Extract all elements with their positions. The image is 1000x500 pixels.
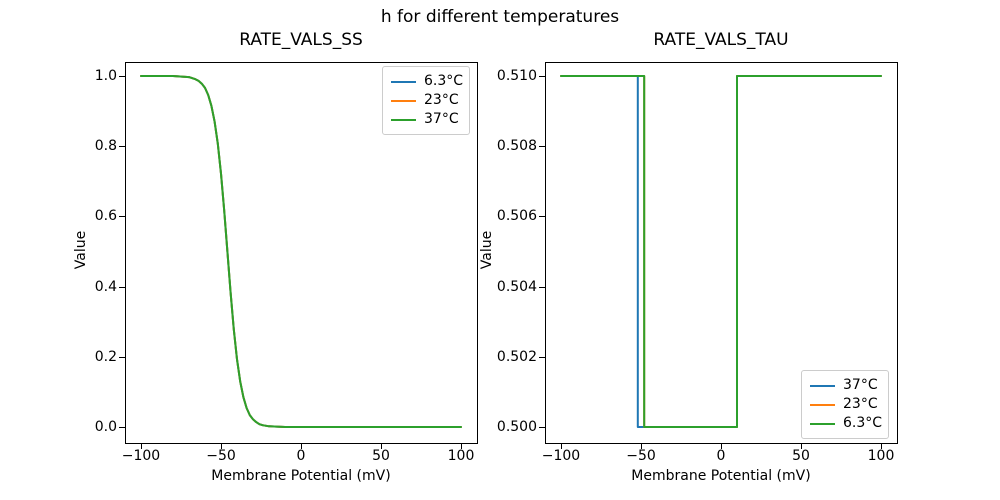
y-tick-label: 0.510 — [496, 68, 537, 84]
left-chart-xlabel: Membrane Potential (mV) — [211, 468, 391, 484]
left-chart-title: RATE_VALS_SS — [239, 30, 363, 50]
x-tick-label: −100 — [121, 448, 161, 464]
series-line-6.3C — [560, 75, 882, 428]
legend-left-chart: 6.3°C 23°C 37°C — [382, 66, 470, 135]
x-tick-label: −100 — [541, 448, 581, 464]
legend-entry: 37°C — [810, 376, 880, 395]
x-tick-label: −50 — [206, 448, 236, 464]
y-tick-label: 0.0 — [94, 419, 117, 435]
legend-entry: 23°C — [810, 395, 880, 414]
y-tick-label: 0.500 — [496, 419, 537, 435]
legend-line-swatch — [391, 99, 416, 102]
x-tick-label: 0 — [716, 448, 726, 464]
legend-entry: 6.3°C — [391, 72, 464, 91]
legend-label: 6.3°C — [843, 415, 883, 431]
x-tick-label: 0 — [296, 448, 306, 464]
y-tick-label: 0.504 — [496, 278, 537, 295]
legend-line-swatch — [391, 118, 416, 121]
x-tick-label: 50 — [792, 448, 810, 464]
legend-label: 23°C — [843, 396, 878, 412]
legend-line-swatch — [810, 422, 835, 425]
legend-entry: 23°C — [391, 91, 461, 110]
figure-suptitle: h for different temperatures — [380, 7, 620, 27]
legend-label: 6.3°C — [424, 73, 464, 89]
legend-label: 37°C — [424, 111, 459, 127]
legend-entry: 37°C — [391, 110, 461, 129]
legend-label: 37°C — [843, 377, 878, 393]
y-tick-label: 1.0 — [94, 68, 117, 84]
y-tick-label: 0.8 — [94, 138, 117, 155]
legend-line-swatch — [391, 80, 416, 83]
legend-line-swatch — [810, 384, 835, 387]
legend-line-swatch — [810, 403, 835, 406]
x-tick-label: −50 — [626, 448, 656, 464]
x-tick-label: 100 — [447, 448, 475, 464]
series-line-37C — [140, 75, 462, 428]
legend-right-chart: 37°C 23°C 6.3°C — [801, 370, 889, 439]
legend-label: 23°C — [424, 92, 459, 108]
y-tick-label: 0.2 — [94, 348, 117, 365]
right-chart-title: RATE_VALS_TAU — [653, 30, 789, 50]
y-tick-label: 0.508 — [496, 138, 537, 155]
x-tick-label: 50 — [372, 448, 390, 464]
y-tick-label: 0.6 — [94, 208, 117, 225]
x-tick-label: 100 — [867, 448, 895, 464]
y-tick-label: 0.506 — [496, 208, 537, 225]
right-chart-xlabel: Membrane Potential (mV) — [631, 468, 811, 484]
y-tick-label: 0.4 — [94, 278, 117, 295]
legend-entry: 6.3°C — [810, 414, 883, 433]
y-tick-label: 0.502 — [496, 348, 537, 365]
